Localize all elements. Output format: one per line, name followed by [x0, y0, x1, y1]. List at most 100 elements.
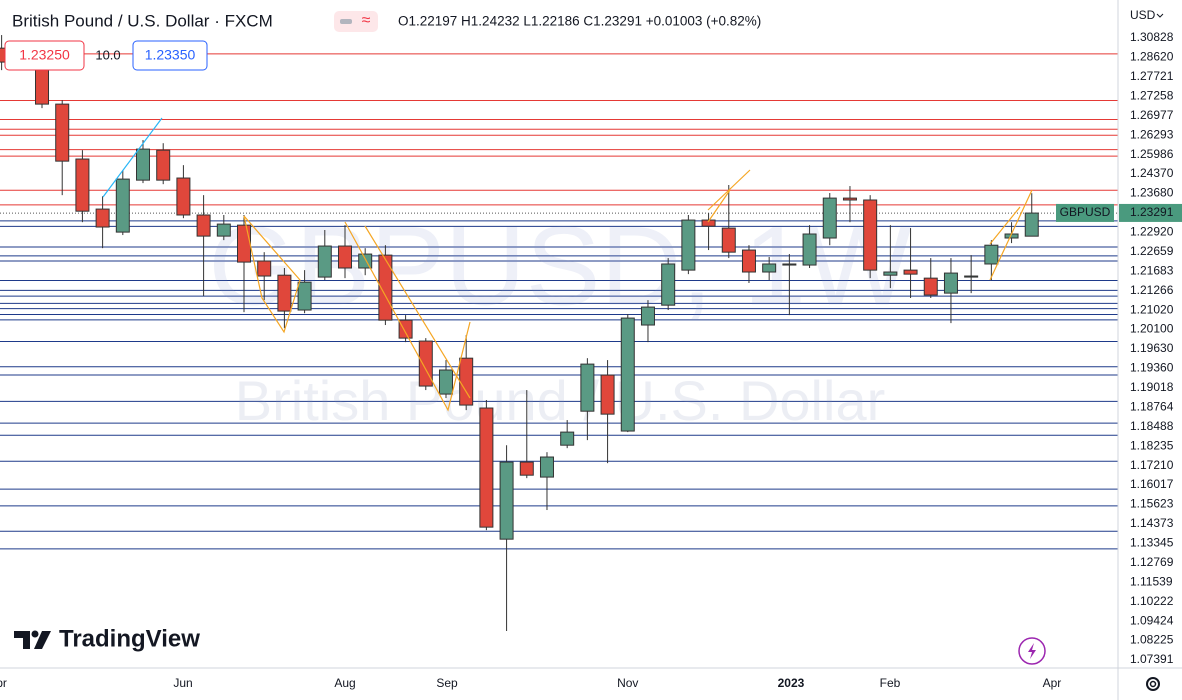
status-icon [340, 19, 352, 24]
candle-body [479, 407, 494, 528]
x-tick-label: 2023 [778, 676, 805, 690]
candle-body [519, 461, 534, 476]
candle-body [903, 269, 918, 275]
candle-body [176, 177, 191, 216]
status-icons[interactable] [334, 11, 378, 32]
candle-body [398, 319, 413, 339]
candle-body [55, 103, 70, 162]
y-tick-label: 1.19018 [1130, 380, 1174, 394]
candle-body [721, 227, 736, 253]
candle-body [661, 263, 676, 306]
y-tick-label: 1.17210 [1130, 458, 1174, 472]
buy-button[interactable] [132, 40, 208, 71]
candle-body [984, 244, 999, 265]
currency: USD [1130, 8, 1156, 22]
last-price-label: 1.23291 [1130, 205, 1174, 219]
pattern [989, 189, 1033, 281]
pattern [989, 206, 1021, 245]
y-tick-label: 1.19630 [1130, 341, 1174, 355]
y-tick-label: 1.26293 [1130, 127, 1174, 141]
y-tick-label: 1.22920 [1130, 225, 1174, 239]
currency-select[interactable] [1122, 4, 1178, 28]
y-tick-label: 1.26977 [1130, 108, 1174, 122]
y-tick-label: 1.23680 [1130, 186, 1174, 200]
candle-body [842, 197, 857, 201]
candle-body [75, 158, 90, 212]
pattern [364, 225, 471, 399]
candle-body [35, 67, 50, 105]
settings-button[interactable] [1146, 677, 1160, 691]
brand: TradingView [59, 625, 200, 652]
y-tick-label: 1.21266 [1130, 283, 1174, 297]
y-tick-label: 1.08225 [1130, 633, 1174, 647]
ohlc: O1.22197 H1.24232 L1.22186 C1.23291 +0.0… [398, 14, 761, 29]
candle-body [317, 245, 332, 278]
status-icon: ≈ [362, 12, 371, 29]
candle-body [216, 223, 231, 237]
chevron [1156, 13, 1164, 18]
y-tick-label: 1.18488 [1130, 419, 1174, 433]
candle-body [802, 233, 817, 266]
brand-logo: TradingView [14, 625, 200, 652]
candle-body [257, 260, 272, 277]
candle-body [681, 219, 696, 271]
candle-body [1024, 212, 1039, 237]
y-tick-label: 1.12769 [1130, 555, 1174, 569]
candle-body [136, 148, 151, 181]
y-tick-label: 1.10222 [1130, 594, 1174, 608]
candle-body [438, 369, 453, 395]
candle-body [964, 275, 979, 278]
y-tick-label: 1.21020 [1130, 302, 1174, 316]
pattern [707, 169, 751, 211]
y-tick-label: 1.22659 [1130, 244, 1174, 258]
sell-price: 1.23250 [19, 47, 70, 63]
x-tick-label: Jun [173, 676, 192, 690]
y-tick-label: 1.27721 [1130, 69, 1174, 83]
candle-body [580, 363, 595, 412]
x-tick-label: Feb [880, 676, 901, 690]
symbol-label: GBPUSD [1060, 205, 1111, 219]
candle-body [358, 253, 373, 269]
pattern [243, 215, 301, 334]
candle-body [600, 374, 615, 415]
candle-body [883, 271, 898, 276]
candle-body [337, 245, 352, 269]
watermark-name: British Pound / U.S. Dollar [235, 369, 885, 432]
y-tick-label: 1.28620 [1130, 50, 1174, 64]
y-tick-label: 1.13345 [1130, 536, 1174, 550]
candle-body [923, 277, 938, 296]
candle-body [115, 178, 130, 233]
y-tick-label: 1.09424 [1130, 613, 1174, 627]
x-tick-label: Nov [617, 676, 638, 690]
sell-button[interactable] [4, 40, 85, 71]
candle-body [196, 214, 211, 237]
spread: 10.0 [95, 47, 120, 62]
candle-body [782, 263, 797, 266]
candle-body [863, 199, 878, 271]
logo-mark [31, 630, 39, 638]
y-tick-label: 1.15623 [1130, 497, 1174, 511]
y-tick-label: 1.18235 [1130, 438, 1174, 452]
gear [1146, 677, 1160, 691]
drawings [102, 117, 1033, 412]
y-tick-label: 1.07391 [1130, 652, 1174, 666]
y-tick-label: 1.20100 [1130, 322, 1174, 336]
candle-body [277, 274, 292, 312]
y-tick-label: 1.24370 [1130, 166, 1174, 180]
candle-body [943, 272, 958, 294]
candle-body [499, 461, 514, 540]
y-tick-label: 1.30828 [1130, 30, 1174, 44]
x-tick-label: Sep [436, 676, 458, 690]
levels [0, 53, 1118, 550]
y-tick-label: 1.25986 [1130, 147, 1174, 161]
last-price-box [1119, 203, 1182, 222]
trend-line [102, 117, 163, 198]
logo-mark [34, 631, 51, 649]
alert-icon [1028, 643, 1036, 659]
candle-body [95, 208, 110, 228]
y-tick-label: 1.27258 [1130, 88, 1174, 102]
candle-body [560, 431, 575, 446]
x-tick-label: Apr [0, 676, 7, 690]
